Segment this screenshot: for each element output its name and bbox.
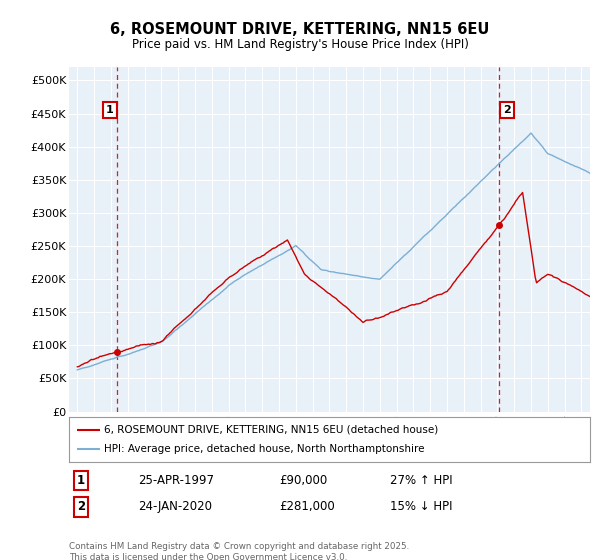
Text: £281,000: £281,000 [279, 500, 335, 514]
Text: 2: 2 [503, 105, 511, 115]
Text: 2: 2 [77, 500, 85, 514]
Text: HPI: Average price, detached house, North Northamptonshire: HPI: Average price, detached house, Nort… [104, 445, 425, 455]
Text: 27% ↑ HPI: 27% ↑ HPI [390, 474, 452, 487]
Text: 1: 1 [106, 105, 113, 115]
Text: 6, ROSEMOUNT DRIVE, KETTERING, NN15 6EU: 6, ROSEMOUNT DRIVE, KETTERING, NN15 6EU [110, 22, 490, 38]
Text: 6, ROSEMOUNT DRIVE, KETTERING, NN15 6EU (detached house): 6, ROSEMOUNT DRIVE, KETTERING, NN15 6EU … [104, 424, 439, 435]
Text: 25-APR-1997: 25-APR-1997 [138, 474, 214, 487]
Text: £90,000: £90,000 [279, 474, 327, 487]
Text: 1: 1 [77, 474, 85, 487]
Text: 15% ↓ HPI: 15% ↓ HPI [390, 500, 452, 514]
Text: Price paid vs. HM Land Registry's House Price Index (HPI): Price paid vs. HM Land Registry's House … [131, 38, 469, 50]
Text: Contains HM Land Registry data © Crown copyright and database right 2025.
This d: Contains HM Land Registry data © Crown c… [69, 542, 409, 560]
Text: 24-JAN-2020: 24-JAN-2020 [138, 500, 212, 514]
